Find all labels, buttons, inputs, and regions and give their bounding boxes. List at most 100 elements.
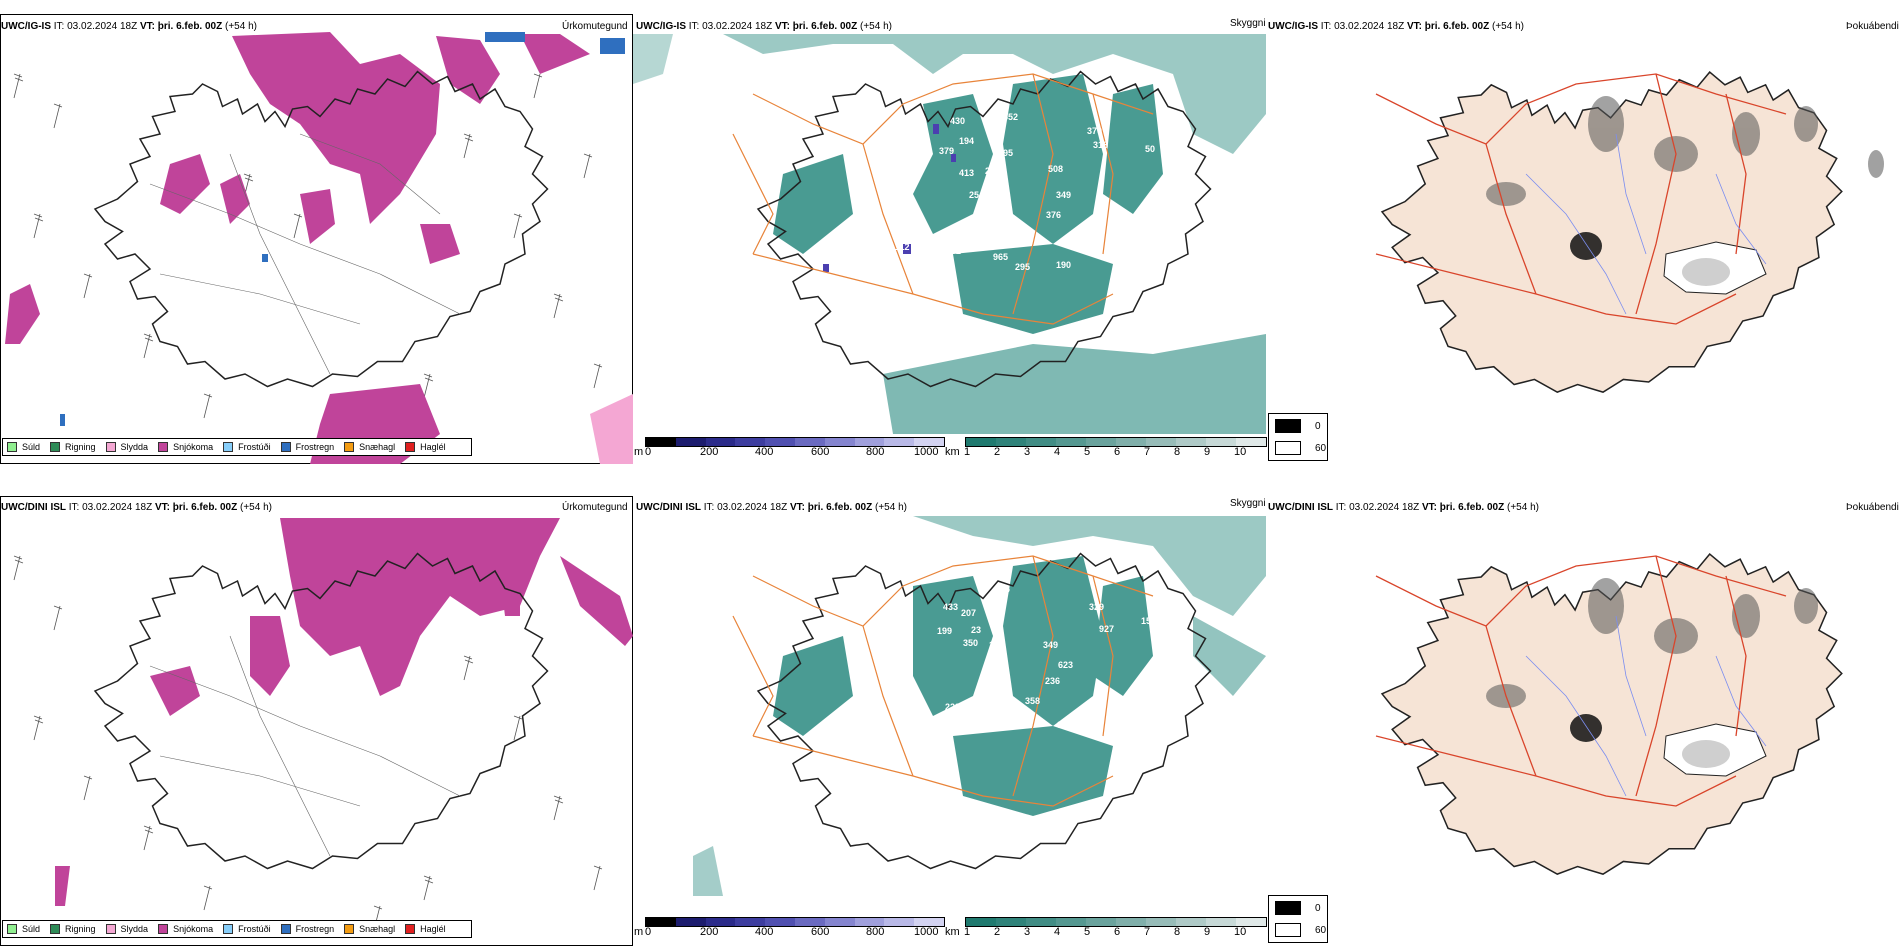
elev-tick: 600 — [811, 926, 830, 938]
vis-value: 349 — [1043, 640, 1058, 650]
visibility-panel-top: 552 430 194 379 895 413 201 254 508 370 … — [633, 14, 1266, 434]
legend-item: Slydda — [105, 442, 149, 452]
visibility-header-bottom: UWC/DINI ISL IT: 03.02.2024 18Z VT: þri.… — [636, 502, 907, 513]
vis-tick: 6 — [1114, 446, 1121, 458]
vis-value: 201 — [960, 232, 975, 242]
precip-legend: Súld Rigning Slydda Snjókoma Frostúði Fr… — [2, 438, 472, 456]
vis-value: 349 — [1056, 190, 1071, 200]
vis-value: 390 — [1110, 240, 1125, 250]
model-name: UWC/IG-IS — [1, 21, 51, 32]
legend-item: Haglél — [405, 924, 446, 934]
vis-value: 199 — [937, 626, 952, 636]
vis-tick: 3 — [1024, 446, 1031, 458]
vis-value: 329 — [1089, 602, 1104, 612]
legend-label: Súld — [22, 442, 41, 452]
vis-value: 430 — [950, 116, 965, 126]
lead-time: (+54 h) — [225, 21, 257, 32]
vis-value: 350 — [963, 638, 978, 648]
swatch — [405, 442, 416, 452]
precip-title-bottom: Úrkomutegund — [562, 502, 628, 513]
lead-time: (+54 h) — [1507, 502, 1539, 513]
swatch — [158, 924, 169, 934]
vis-value: 483 — [1109, 704, 1124, 714]
vis-value: 927 — [1099, 624, 1114, 634]
vis-value: 17 — [869, 714, 879, 724]
it-value: 03.02.2024 18Z — [1349, 502, 1420, 513]
vis-value: 239 — [1116, 262, 1131, 272]
legend-item: Súld — [7, 924, 40, 934]
fog-title-top: Þokuábendi — [1846, 21, 1899, 32]
fog-key-row: 60 — [1275, 441, 1326, 455]
vis-value: 965 — [995, 714, 1010, 724]
fog-swatch-white — [1275, 923, 1301, 937]
swatch — [105, 924, 116, 934]
vis-value: 150 — [989, 640, 1004, 650]
vt-label: VT: — [774, 21, 790, 32]
vis-value: 318 — [1093, 140, 1108, 150]
legend-label: Snjókoma — [173, 442, 214, 452]
legend-item: Snjókoma — [158, 442, 213, 452]
vt-label: VT: — [154, 502, 170, 513]
elev-tick: 800 — [866, 446, 885, 458]
freezing-rain-areas — [60, 32, 625, 426]
it-value: 03.02.2024 18Z — [717, 502, 788, 513]
legend-item: Súld — [7, 442, 40, 452]
swatch — [405, 924, 416, 934]
it-label: IT: — [703, 502, 715, 513]
legend-label: Haglél — [420, 924, 446, 934]
precip-panel-top: Súld Rigning Slydda Snjókoma Frostúði Fr… — [0, 14, 633, 464]
visibility-title-top: Skyggni — [1230, 18, 1266, 29]
elev-tick: 200 — [700, 446, 719, 458]
vis-tick: 10 — [1234, 926, 1247, 938]
vis-value: 588 — [1116, 724, 1131, 734]
vis-tick: 9 — [1204, 926, 1211, 938]
precip-header-bottom: UWC/DINI ISL IT: 03.02.2024 18Z VT: þri.… — [1, 502, 272, 513]
snow-areas — [55, 518, 633, 906]
precip-map — [13, 518, 633, 931]
fog-swatch-white — [1275, 441, 1301, 455]
legend-label: Frostregn — [295, 924, 335, 934]
snow-areas — [5, 32, 633, 464]
swatch — [105, 442, 116, 452]
vt-value: þri. 6.feb. 00Z — [157, 21, 223, 32]
vis-value: 254 — [969, 190, 984, 200]
vis-value: 156 — [1141, 616, 1156, 626]
it-label: IT: — [53, 21, 65, 32]
legend-label: Snjókoma — [173, 924, 214, 934]
vis-value: 229 — [945, 702, 960, 712]
elevation-colorbar-top — [645, 437, 945, 447]
vis-tick: 1 — [964, 926, 971, 938]
vt-label: VT: — [1421, 502, 1437, 513]
legend-label: Slydda — [120, 924, 149, 934]
vis-value: 508 — [1048, 164, 1063, 174]
vis-value: 295 — [1015, 262, 1030, 272]
swatch — [158, 442, 169, 452]
precip-title-top: Úrkomutegund — [562, 21, 628, 32]
legend-label: Slydda — [120, 442, 149, 452]
elev-tick: 200 — [700, 926, 719, 938]
vis-value: 378 — [893, 700, 908, 710]
fog-header-top: UWC/IG-IS IT: 03.02.2024 18Z VT: þri. 6.… — [1268, 21, 1524, 32]
vis-value: 50 — [1145, 144, 1155, 154]
elevation-unit: m — [634, 446, 644, 458]
fog-key-row: 60 — [1275, 923, 1326, 937]
legend-label: Rigning — [65, 924, 96, 934]
legend-item: Frostúði — [223, 924, 271, 934]
vt-value: þri. 6.feb. 00Z — [172, 502, 238, 513]
vis-tick: 2 — [994, 446, 1001, 458]
vis-tick: 2 — [994, 926, 1001, 938]
vis-tick: 1 — [964, 446, 971, 458]
vis-value: 87 — [1057, 720, 1067, 730]
vt-label: VT: — [789, 502, 805, 513]
legend-item: Snæhagl — [344, 924, 395, 934]
model-name: UWC/DINI ISL — [1, 502, 66, 513]
fog-map — [1375, 553, 1843, 875]
fog-key-value: 60 — [1315, 442, 1327, 454]
vt-value: þri. 6.feb. 00Z — [792, 21, 858, 32]
vis-value: 370 — [1087, 126, 1102, 136]
fog-swatch-black — [1275, 419, 1301, 433]
vt-label: VT: — [139, 21, 155, 32]
fog-title-bottom: Þokuábendi — [1846, 502, 1899, 513]
swatch — [223, 442, 234, 452]
vt-label: VT: — [1406, 21, 1422, 32]
